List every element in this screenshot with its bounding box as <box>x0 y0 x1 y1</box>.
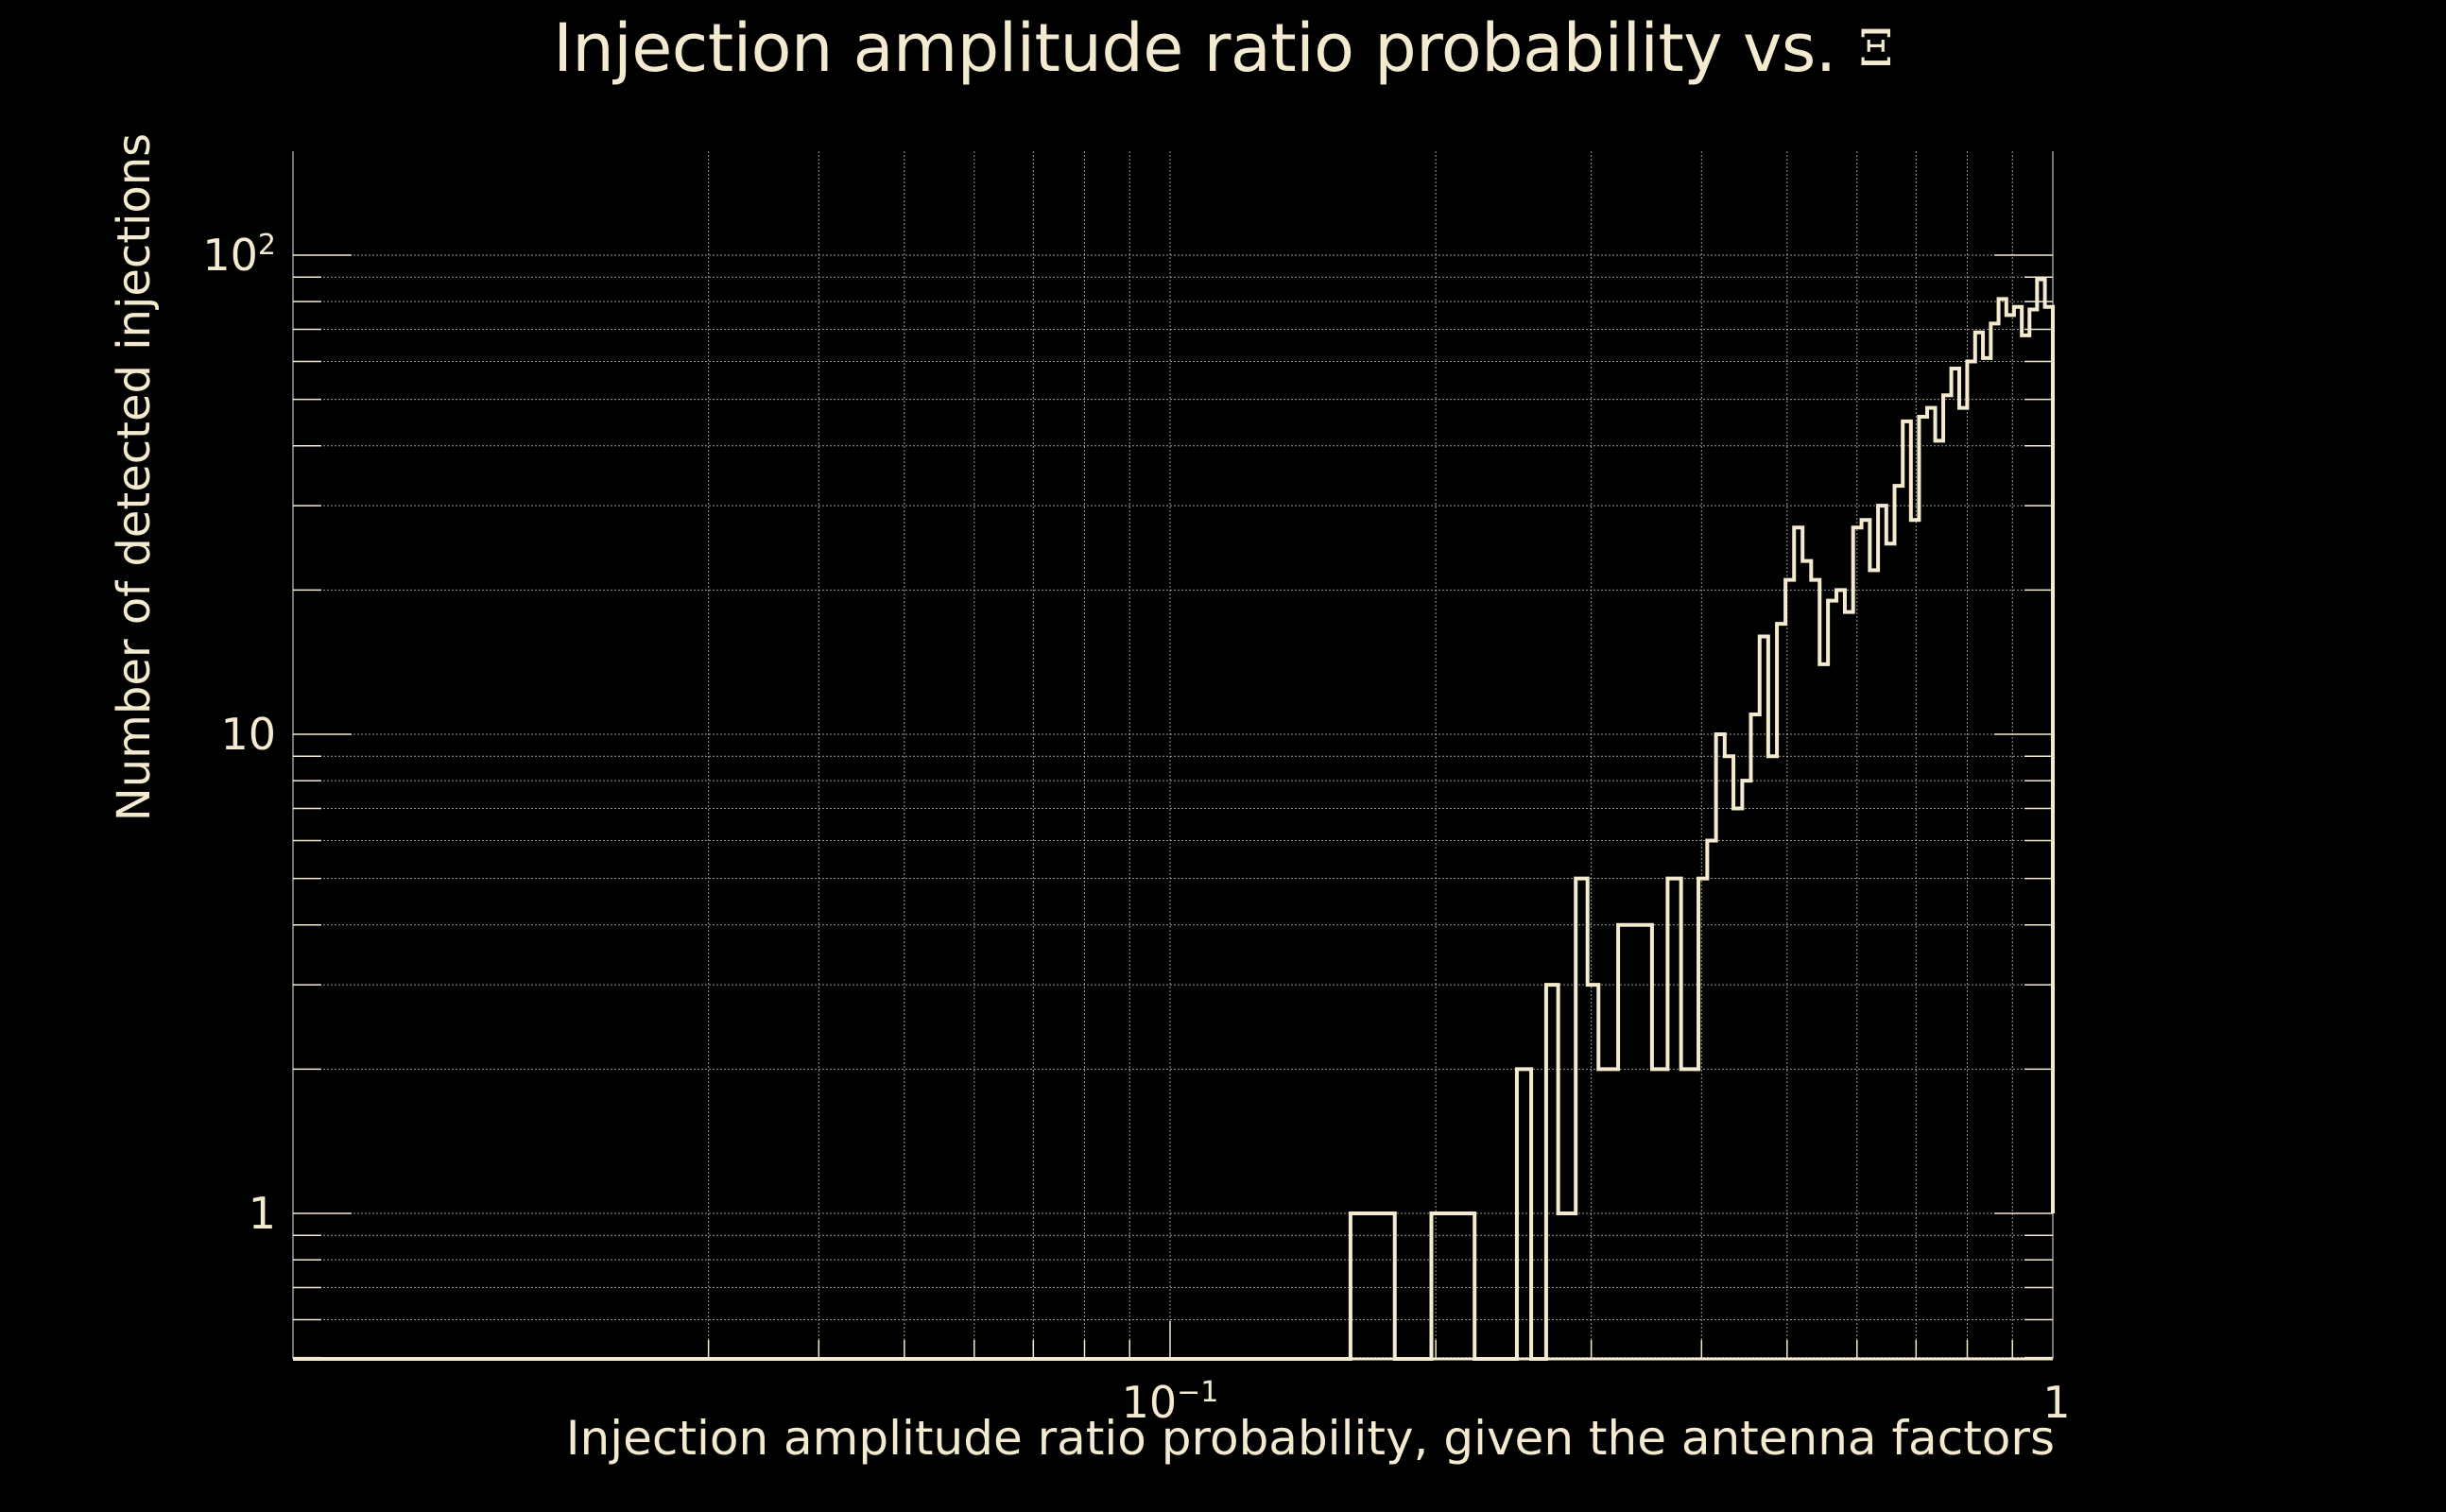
histogram-series-line <box>293 277 2055 1361</box>
chart-title: Injection amplitude ratio probability vs… <box>0 6 2446 92</box>
x-tick-label: 10−1 <box>1122 1376 1219 1429</box>
y-axis-label: Number of detected injections <box>108 132 161 822</box>
y-tick-label: 10 <box>220 709 276 760</box>
chart-axes <box>292 151 2055 1361</box>
chart-ticks: 1 10 102 10−1 1 <box>202 229 2070 1429</box>
x-tick-label: 1 <box>2042 1377 2070 1428</box>
chart-title-text: Injection amplitude ratio probability vs… <box>553 9 1836 87</box>
y-tick-label: 1 <box>249 1188 276 1239</box>
chart-grid <box>293 151 2053 1359</box>
chart-title-symbol: Ξ <box>1858 21 1894 77</box>
y-tick-label: 102 <box>202 229 276 282</box>
x-axis-label: Injection amplitude ratio probability, g… <box>565 1411 2055 1466</box>
